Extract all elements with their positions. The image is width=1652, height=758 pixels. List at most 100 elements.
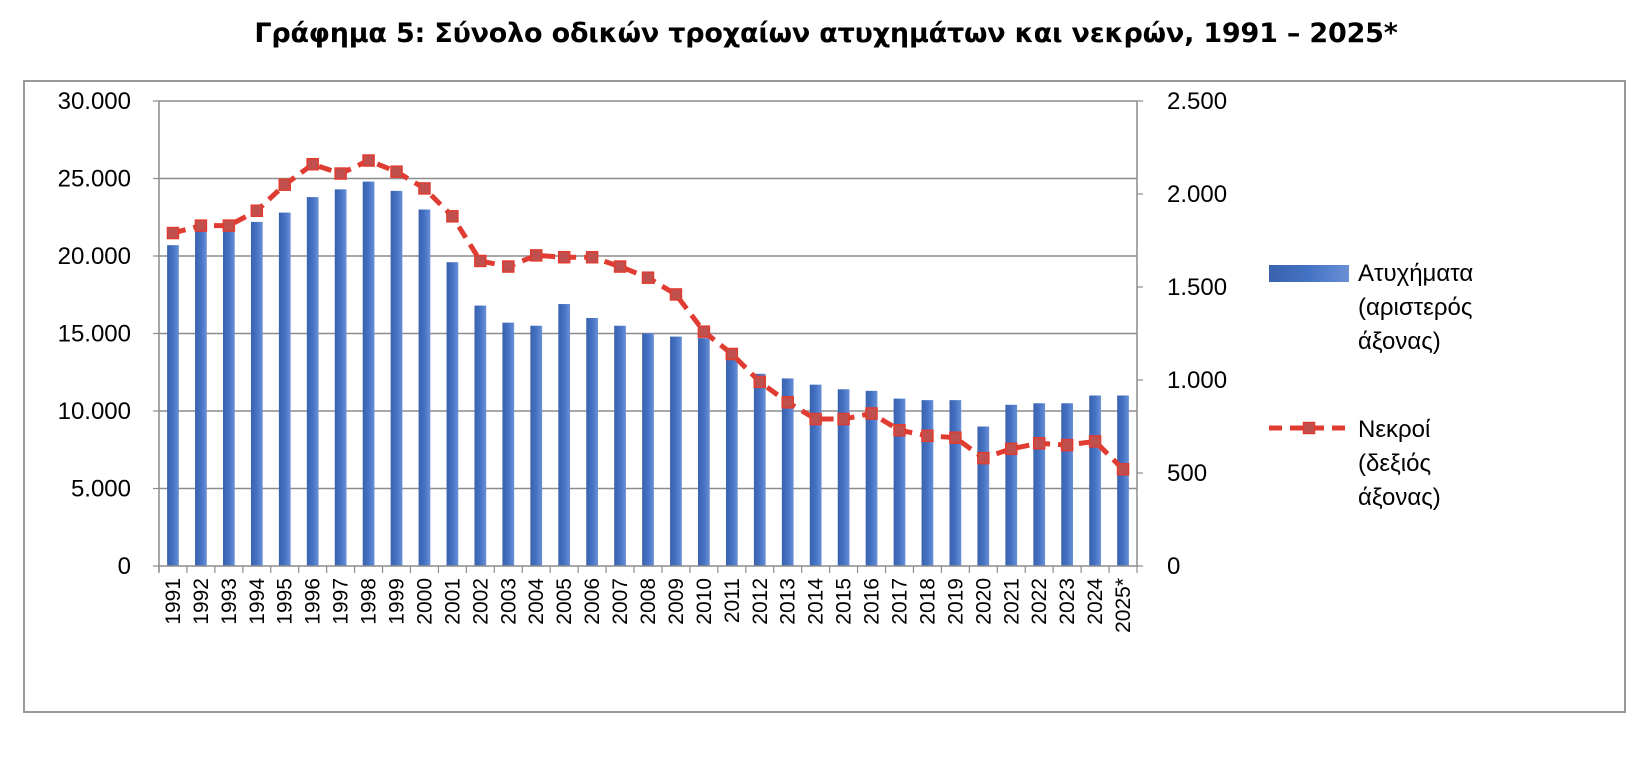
bar-1997 [334,189,347,566]
deaths-marker-2012 [753,375,767,389]
x-tick-label-2017: 2017 [888,578,911,625]
right-tick-label: 1.000 [1167,367,1227,394]
combo-chart: 0 5.000 10.000 15.000 20.000 25.000 30.000 0 50… [58,88,1474,633]
deaths-marker-2021 [1005,442,1018,456]
bar-2000 [418,209,431,566]
bar-1999 [390,190,403,566]
bar-2022 [1033,403,1046,566]
x-tick-label-1991: 1991 [162,578,185,625]
bar-2024 [1089,395,1101,566]
left-tick-label: 30.000 [58,88,131,115]
x-tick-label-2001: 2001 [441,578,464,625]
x-tick-label-2014: 2014 [805,578,828,625]
legend-label-accidents: (αριστερός [1358,294,1472,321]
x-tick-label-1997: 1997 [330,578,353,625]
bar-2011 [725,349,738,566]
x-tick-label-2020: 2020 [972,578,995,625]
bar-2016 [865,390,878,566]
right-tick-label: 2.000 [1167,181,1227,208]
x-tick-label-2002: 2002 [469,578,492,625]
bar-2004 [530,325,543,566]
x-tick-label-1999: 1999 [386,578,409,625]
left-tick-label: 15.000 [58,321,131,348]
x-tick-label-2004: 2004 [525,578,548,625]
deaths-marker-2007 [613,260,627,273]
deaths-marker-2013 [781,396,794,409]
x-tick-label-2008: 2008 [637,578,660,625]
bar-2005 [558,304,571,566]
axes [153,100,1143,573]
right-tick-label: 0 [1167,553,1180,580]
deaths-marker-1998 [362,154,375,167]
deaths-marker-2022 [1032,436,1046,450]
x-tick-label-2009: 2009 [665,578,688,625]
x-tick-label-2013: 2013 [777,578,800,625]
x-tick-label-1995: 1995 [274,578,297,625]
deaths-marker-2000 [418,182,431,195]
x-tick-label-1992: 1992 [190,578,213,625]
right-tick-label: 1.500 [1167,274,1227,301]
left-tick-label: 10.000 [58,398,131,425]
bar-2003 [502,322,515,566]
deaths-marker-2003 [502,260,515,273]
deaths-marker-2009 [669,288,683,301]
x-tick-label-2003: 2003 [497,578,520,625]
deaths-marker-1993 [222,219,236,232]
left-tick-label: 25.000 [58,166,131,193]
bar-series-accidents [167,181,1129,567]
bar-2009 [670,336,682,566]
bar-2012 [753,373,766,566]
deaths-marker-2014 [809,412,822,426]
deaths-marker-2025* [1116,463,1130,476]
bar-1994 [250,221,263,566]
right-tick-label: 500 [1167,460,1207,487]
deaths-marker-1997 [334,167,347,180]
x-tick-label-1993: 1993 [218,578,241,625]
x-tick-label-1996: 1996 [302,578,325,625]
bar-2013 [781,378,794,566]
deaths-marker-2010 [697,325,711,338]
bar-2017 [893,398,906,566]
deaths-marker-2023 [1060,438,1074,452]
deaths-marker-2011 [725,347,739,361]
chart-title: Γράφημα 5: Σύνολο οδικών τροχαίων ατυχημ… [254,18,1398,49]
bar-1995 [278,212,291,566]
x-tick-label-2023: 2023 [1056,578,1079,625]
x-tick-label-2024: 2024 [1084,578,1107,625]
x-tick-label-2019: 2019 [944,578,967,625]
legend: Ατυχήματα (αριστερός άξονας) Νεκροί (δεξιός ά… [1269,260,1473,511]
x-tick-label-2015: 2015 [833,578,856,625]
bar-1991 [167,245,179,566]
x-tick-label-2016: 2016 [861,578,884,625]
legend-label-deaths: (δεξιός [1358,450,1431,477]
deaths-marker-2017 [893,423,906,437]
x-axis-ticks: 1991 1992 1993 1994 1995 1996 1997 1998 1999 2000… [162,578,1135,633]
x-tick-label-2011: 2011 [721,578,744,623]
deaths-marker-2015 [837,412,850,426]
deaths-marker-2004 [529,249,543,262]
deaths-marker-1995 [278,178,291,191]
deaths-marker-2018 [921,429,934,443]
deaths-marker-1992 [194,219,208,232]
left-axis-ticks: 0 5.000 10.000 15.000 20.000 25.000 30.000 [58,88,131,580]
legend-label-accidents: άξονας) [1358,328,1441,355]
x-tick-label-1994: 1994 [246,578,269,625]
deaths-marker-2016 [865,407,878,420]
x-tick-label-2021: 2021 [1000,578,1023,625]
deaths-marker-1999 [390,165,403,178]
deaths-marker-1991 [166,226,180,240]
right-tick-label: 2.500 [1167,88,1227,115]
deaths-marker-2001 [446,210,459,223]
x-tick-label-2018: 2018 [916,578,939,625]
bar-2010 [698,338,710,566]
deaths-marker-1996 [306,157,319,171]
bar-2015 [837,389,850,566]
bar-2001 [446,262,459,566]
x-tick-label-2007: 2007 [609,578,632,625]
deaths-marker-2006 [585,250,599,264]
bar-2007 [614,325,626,566]
legend-label-deaths: Νεκροί [1358,416,1431,443]
bar-2018 [921,400,934,566]
chart-area: 0 5.000 10.000 15.000 20.000 25.000 30.000 0 50… [23,80,1626,713]
bar-2020 [977,426,990,566]
